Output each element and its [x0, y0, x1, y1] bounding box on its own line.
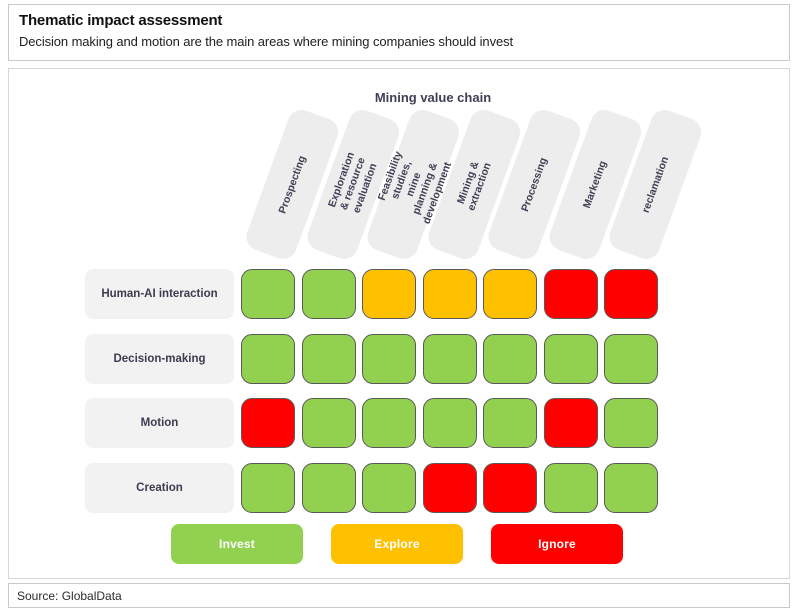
- legend-explore: Explore: [331, 524, 463, 564]
- cell-2-1-invest: [301, 398, 356, 448]
- cell-2-5-ignore: [543, 398, 598, 448]
- row-label-1: Decision-making: [85, 333, 234, 384]
- cell-0-0-invest: [241, 269, 295, 319]
- cell-1-2-invest: [362, 333, 416, 384]
- cell-0-5-ignore: [543, 269, 598, 319]
- cell-1-4-invest: [483, 333, 537, 384]
- cell-3-6-invest: [604, 462, 658, 513]
- cell-3-0-invest: [241, 462, 295, 513]
- row-label-3: Creation: [85, 462, 234, 513]
- cell-2-2-invest: [362, 398, 416, 448]
- cell-2-3-invest: [422, 398, 477, 448]
- column-header-label: Processing: [518, 155, 550, 214]
- cell-3-4-ignore: [483, 462, 537, 513]
- cell-0-3-explore: [422, 269, 477, 319]
- cell-2-6-invest: [604, 398, 658, 448]
- cell-0-4-explore: [483, 269, 537, 319]
- column-header-label: Mining & extraction: [454, 159, 494, 213]
- column-header-label: Marketing: [580, 159, 609, 210]
- cell-3-1-invest: [301, 462, 356, 513]
- cell-2-4-invest: [483, 398, 537, 448]
- column-header-label: reclamation: [639, 154, 671, 215]
- cell-1-0-invest: [241, 333, 295, 384]
- cell-1-6-invest: [604, 333, 658, 384]
- cell-3-2-invest: [362, 462, 416, 513]
- page-subtitle: Decision making and motion are the main …: [19, 34, 514, 49]
- cell-0-2-explore: [362, 269, 416, 319]
- cell-1-5-invest: [543, 333, 598, 384]
- cell-3-3-ignore: [422, 462, 477, 513]
- cell-3-5-invest: [543, 462, 598, 513]
- cell-0-6-ignore: [604, 269, 658, 319]
- source-label: Source: GlobalData: [17, 588, 122, 603]
- row-label-0: Human-AI interaction: [85, 269, 234, 319]
- cell-0-1-invest: [301, 269, 356, 319]
- impact-matrix-chart: Mining value chain Prospecting Exploratio…: [8, 68, 790, 579]
- header: Thematic impact assessment Decision maki…: [8, 4, 790, 61]
- cell-1-1-invest: [301, 333, 356, 384]
- page-title: Thematic impact assessment: [19, 12, 223, 29]
- column-header-label: Prospecting: [276, 153, 309, 215]
- cell-2-0-ignore: [241, 398, 295, 448]
- row-label-2: Motion: [85, 398, 234, 448]
- cell-1-3-invest: [422, 333, 477, 384]
- source-bar: Source: GlobalData: [8, 583, 790, 608]
- legend-ignore: Ignore: [491, 524, 623, 564]
- column-header-label: Exploration & resource evaluation: [325, 150, 379, 216]
- value-chain-title: Mining value chain: [374, 90, 492, 105]
- legend-invest: Invest: [171, 524, 303, 564]
